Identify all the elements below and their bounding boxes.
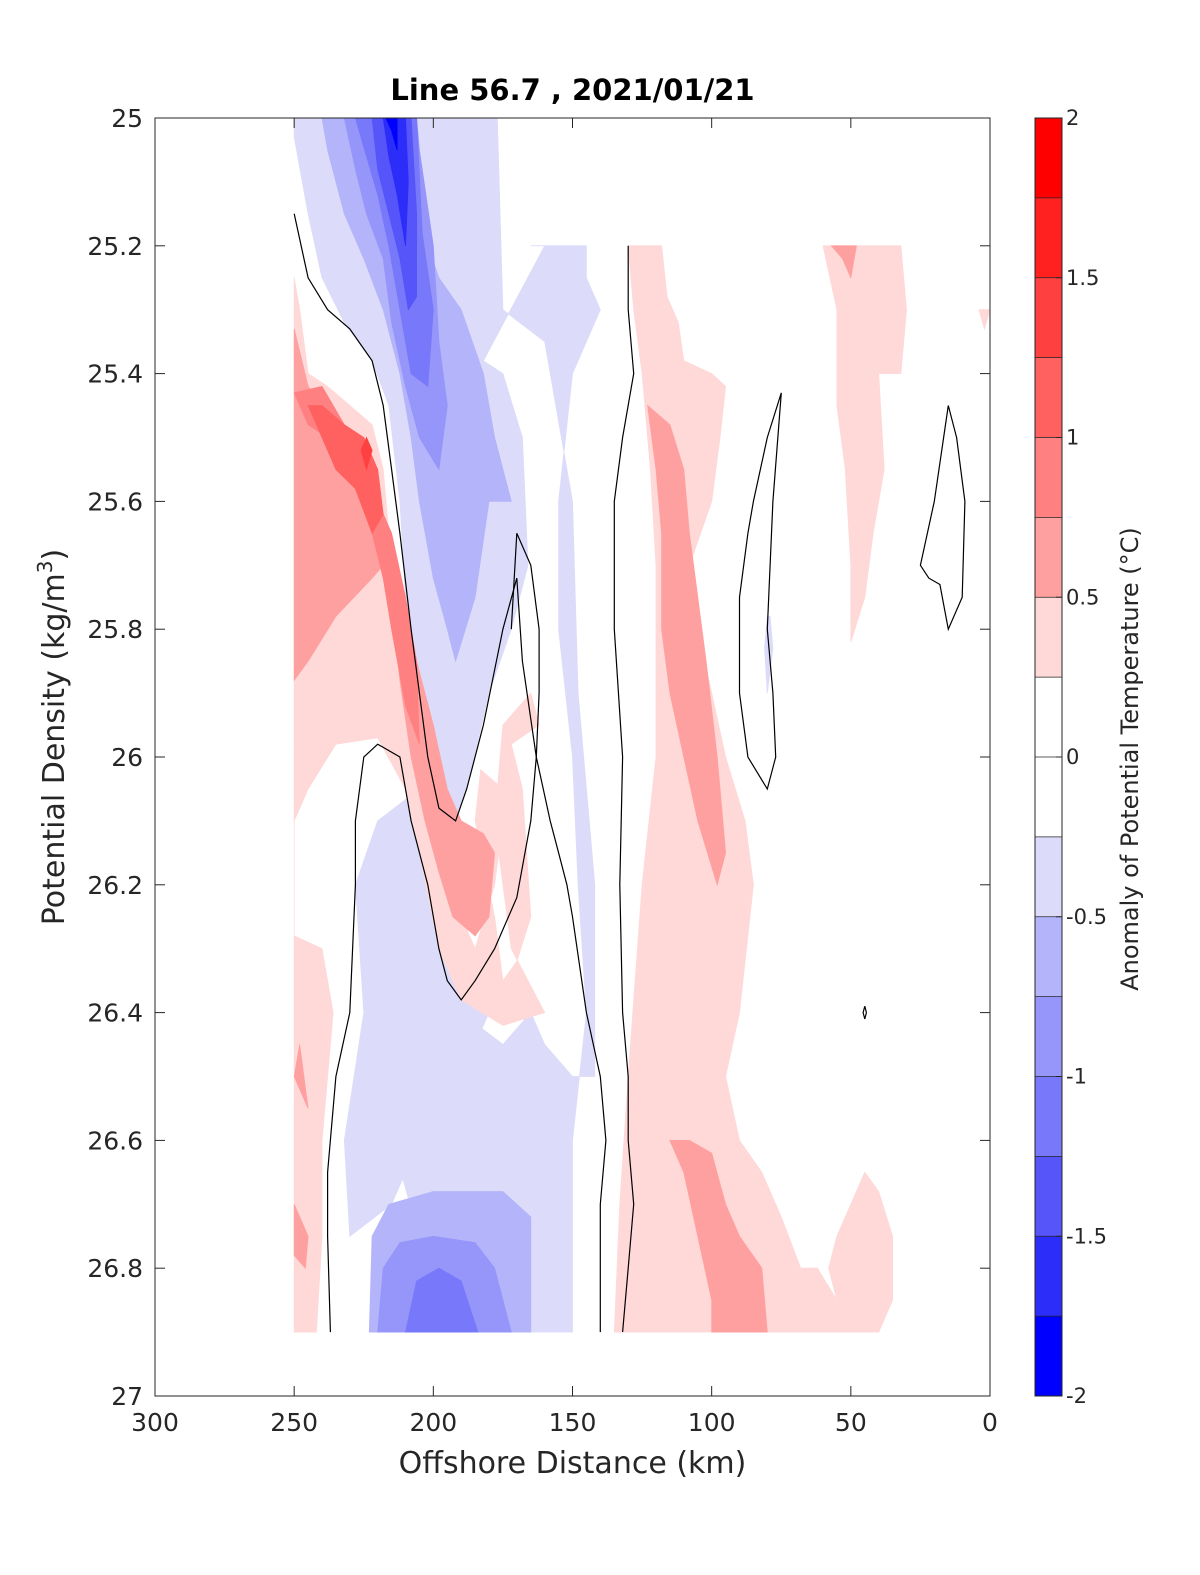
anomaly-region xyxy=(822,245,907,643)
anomaly-region xyxy=(764,616,774,694)
colorbar-tick-label: -1.5 xyxy=(1066,1224,1107,1248)
y-tick-label: 25.6 xyxy=(87,487,143,516)
anomaly-region xyxy=(382,118,409,246)
x-tick-label: 300 xyxy=(131,1408,179,1437)
y-axis: 25 25.2 25.4 25.6 25.8 26 26.2 26.4 26.6 26.8 27 xyxy=(87,104,990,1411)
colorbar-level xyxy=(1035,677,1062,757)
colorbar: -2 -1.5 -1 -0.5 0 0.5 1 1.5 2 xyxy=(1034,106,1107,1408)
zero-contour-line xyxy=(738,392,782,791)
y-tick-label: 25.4 xyxy=(87,360,143,389)
colorbar-tick-label: 1 xyxy=(1066,426,1079,450)
colorbar-level xyxy=(1035,1076,1062,1157)
anomaly-region xyxy=(293,1204,309,1270)
anomaly-region xyxy=(828,1171,893,1333)
colorbar-level xyxy=(1035,118,1062,198)
y-tick-label: 25.2 xyxy=(87,232,143,261)
colorbar-level xyxy=(1035,597,1062,678)
colorbar-tick-label: -1 xyxy=(1066,1065,1087,1089)
colorbar-title: Anomaly of Potential Temperature (°C) xyxy=(1116,527,1144,991)
x-axis-title: Offshore Distance (km) xyxy=(399,1446,747,1481)
colorbar-level xyxy=(1035,437,1062,518)
x-axis: 300 250 200 150 100 50 0 xyxy=(131,118,998,1437)
y-tick-label: 26.4 xyxy=(87,999,143,1028)
y-axis-title-close: ) xyxy=(37,549,72,561)
zero-contour-line xyxy=(613,245,635,1333)
colorbar-level xyxy=(1035,357,1062,438)
colorbar-level xyxy=(1035,916,1062,997)
anomaly-region xyxy=(385,118,398,151)
x-tick-label: 100 xyxy=(688,1408,736,1437)
x-tick-label: 0 xyxy=(982,1408,998,1437)
y-tick-label: 25 xyxy=(111,104,143,133)
zero-contour-line xyxy=(293,213,607,1333)
y-axis-title: Potential Density (kg/m3) xyxy=(33,549,72,925)
y-tick-label: 26.2 xyxy=(87,871,143,900)
colorbar-tick-label: -2 xyxy=(1066,1384,1087,1408)
zero-contour-layer xyxy=(293,213,966,1333)
x-tick-label: 250 xyxy=(270,1408,318,1437)
anomaly-region xyxy=(293,1044,309,1109)
colorbar-level xyxy=(1035,1156,1062,1237)
x-tick-label: 200 xyxy=(409,1408,457,1437)
anomaly-region xyxy=(647,404,727,887)
colorbar-level xyxy=(1035,1316,1062,1396)
anomaly-region xyxy=(405,1267,479,1333)
y-tick-label: 26.8 xyxy=(87,1254,143,1283)
colorbar-level xyxy=(1035,277,1062,358)
y-axis-title-main: Potential Density (kg/m xyxy=(37,573,72,925)
colorbar-level xyxy=(1035,836,1062,917)
colorbar-tick-label: 0.5 xyxy=(1066,585,1099,609)
colorbar-tick-label: 2 xyxy=(1066,106,1079,130)
zero-contour-line xyxy=(919,405,966,632)
colorbar-level xyxy=(1035,757,1062,837)
anomaly-region xyxy=(307,405,384,535)
chart-title: Line 56.7 , 2021/01/21 xyxy=(390,73,754,107)
colorbar-level xyxy=(1035,996,1062,1077)
x-tick-label: 150 xyxy=(549,1408,597,1437)
anomaly-region xyxy=(360,436,373,471)
y-tick-label: 26.6 xyxy=(87,1126,143,1155)
colorbar-tick-label: 0 xyxy=(1066,745,1079,769)
colorbar-level xyxy=(1035,517,1062,598)
zero-contour-line xyxy=(327,533,540,1333)
zero-contour-line xyxy=(862,1006,868,1020)
y-tick-label: 25.8 xyxy=(87,615,143,644)
colorbar-tick-label: -0.5 xyxy=(1066,905,1107,929)
anomaly-region xyxy=(978,309,990,331)
colorbar-tick-label: 1.5 xyxy=(1066,266,1099,290)
anomaly-region xyxy=(669,1140,768,1333)
y-axis-title-superscript: 3 xyxy=(33,560,57,573)
anomaly-fill-layer xyxy=(293,118,990,1333)
y-tick-label: 27 xyxy=(111,1382,143,1411)
colorbar-level xyxy=(1035,197,1062,278)
y-tick-label: 26 xyxy=(111,743,143,772)
x-tick-label: 50 xyxy=(835,1408,867,1437)
anomaly-region xyxy=(830,245,857,280)
colorbar-level xyxy=(1035,1236,1062,1317)
